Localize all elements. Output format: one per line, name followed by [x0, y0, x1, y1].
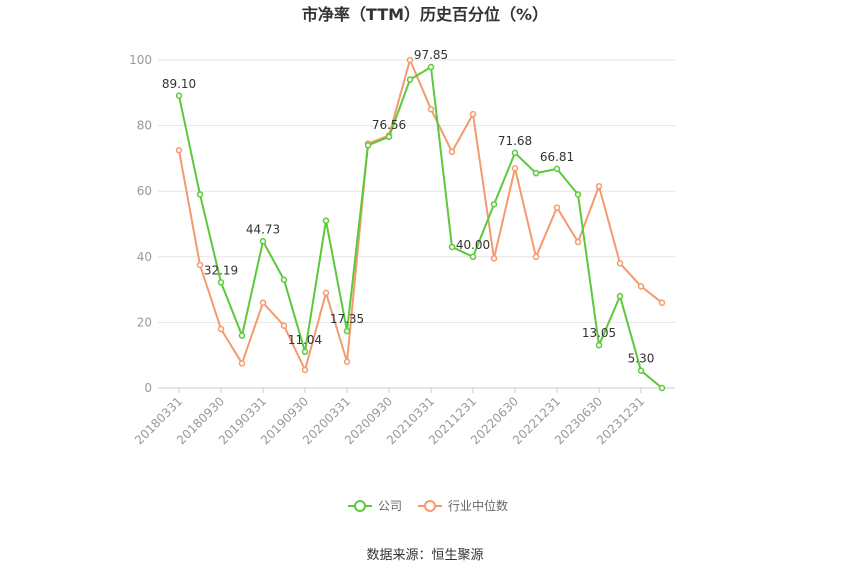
point	[595, 341, 603, 349]
point	[196, 261, 204, 269]
point	[448, 148, 456, 156]
y-tick-label: 0	[144, 381, 152, 395]
point	[301, 348, 309, 356]
y-tick-label: 60	[137, 184, 152, 198]
point	[385, 133, 393, 141]
legend-label: 行业中位数	[448, 498, 508, 513]
point	[532, 253, 540, 261]
point	[616, 292, 624, 300]
point	[637, 283, 645, 290]
data-label: 97.85	[414, 48, 448, 62]
data-label: 40.00	[456, 238, 490, 252]
legend-marker	[354, 500, 366, 512]
point	[427, 105, 435, 113]
point	[427, 63, 435, 71]
point	[301, 366, 309, 374]
point	[511, 164, 519, 172]
y-tick-label: 80	[137, 119, 152, 133]
point	[658, 299, 666, 306]
point	[616, 260, 624, 267]
point	[595, 183, 603, 190]
y-tick-label: 40	[137, 250, 152, 264]
point	[280, 322, 288, 329]
point	[553, 204, 561, 211]
series-line	[178, 65, 663, 389]
series-line	[178, 56, 663, 373]
point	[238, 332, 246, 339]
y-tick-label: 100	[129, 53, 152, 67]
point	[175, 146, 183, 154]
point	[574, 191, 582, 198]
point	[511, 149, 519, 157]
chart-title: 市净率（TTM）历史百分位（%）	[302, 5, 548, 24]
y-tick-label: 20	[137, 315, 152, 329]
point	[469, 110, 477, 118]
point	[658, 384, 666, 392]
point	[637, 367, 645, 374]
point	[280, 276, 288, 284]
data-label: 76.56	[372, 118, 406, 132]
point	[322, 217, 330, 224]
data-label: 71.68	[498, 134, 532, 148]
point	[364, 142, 372, 149]
data-label: 5.30	[628, 352, 655, 366]
point	[238, 360, 246, 367]
point	[406, 76, 414, 83]
data-label: 13.05	[582, 326, 616, 340]
point	[175, 92, 183, 100]
data-label: 32.19	[204, 263, 238, 277]
point	[322, 289, 330, 297]
source: 数据来源：恒生聚源	[366, 548, 483, 563]
point	[490, 255, 498, 262]
data-label: 66.81	[540, 150, 574, 164]
point	[196, 191, 204, 198]
point	[532, 169, 540, 177]
point	[553, 165, 561, 173]
point	[406, 56, 414, 64]
point	[469, 253, 477, 261]
point	[217, 279, 225, 286]
legend-marker	[424, 500, 436, 512]
data-label: 44.73	[246, 222, 280, 236]
point	[574, 238, 582, 246]
point	[448, 243, 456, 251]
data-label: 89.10	[162, 77, 196, 91]
legend-label: 公司	[378, 499, 402, 513]
point	[490, 201, 498, 208]
point	[259, 299, 267, 306]
point	[343, 327, 351, 335]
data-label: 11.04	[288, 333, 322, 347]
point	[217, 325, 225, 333]
point	[259, 238, 267, 245]
point	[343, 358, 351, 366]
data-label: 17.35	[330, 312, 364, 326]
